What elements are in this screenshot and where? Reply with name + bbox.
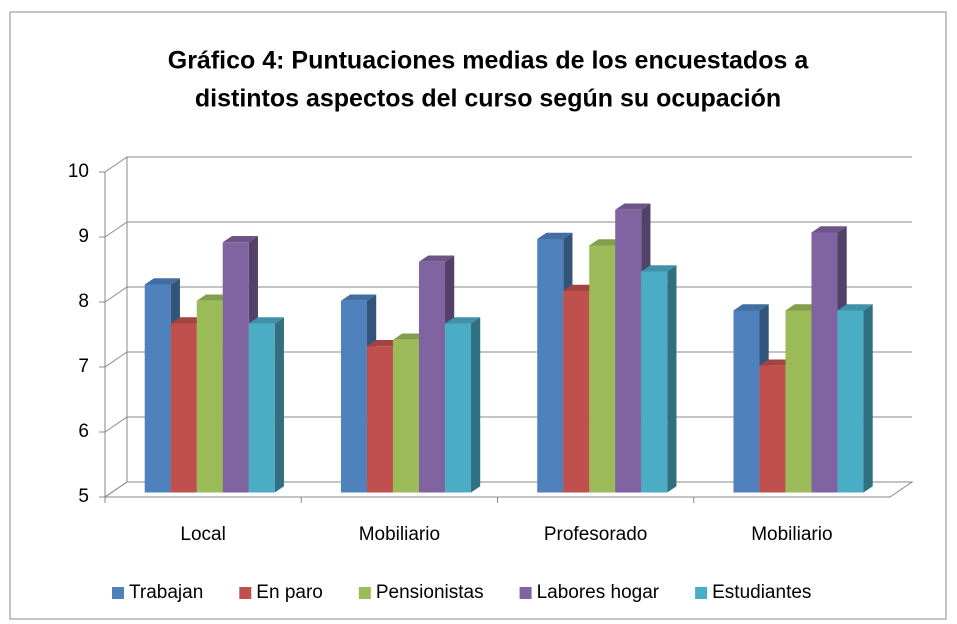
x-tick-label: Mobiliario	[359, 524, 440, 545]
legend-swatch	[358, 587, 371, 599]
legend-swatch	[695, 587, 708, 599]
grid-line	[104, 286, 128, 303]
bar-top	[144, 278, 180, 285]
bar-top	[837, 304, 873, 311]
legend-label: Labores hogar	[537, 582, 660, 603]
bar-top	[733, 304, 769, 311]
bar-top	[222, 235, 258, 243]
bar	[392, 339, 419, 493]
legend-label: Trabajan	[129, 582, 203, 603]
bar	[196, 300, 223, 493]
bar	[170, 323, 197, 493]
bar	[641, 271, 668, 493]
bar-side	[470, 317, 481, 493]
bar	[563, 291, 590, 493]
y-tick-label: 7	[78, 356, 89, 377]
bar	[589, 245, 616, 493]
y-tick-label: 6	[78, 421, 89, 442]
grid-line	[104, 351, 128, 368]
bar-side	[667, 265, 677, 493]
bar-top	[444, 317, 481, 324]
bar	[537, 239, 564, 493]
bar-top	[248, 317, 284, 324]
x-tick-label: Profesorado	[544, 524, 648, 545]
legend-swatch	[239, 587, 252, 599]
bar-side	[863, 304, 873, 493]
bar	[418, 261, 445, 493]
grid-line	[104, 156, 128, 173]
bar-top	[418, 255, 455, 262]
y-tick-label: 9	[78, 226, 89, 247]
bar-top	[537, 232, 573, 239]
y-tick-label: 10	[68, 161, 89, 182]
bar	[144, 284, 171, 493]
chart-title: distintos aspectos del curso según su oc…	[195, 85, 781, 113]
bar	[811, 232, 838, 493]
legend-swatch	[519, 587, 532, 599]
bar	[444, 323, 471, 493]
legend-label: Estudiantes	[712, 582, 811, 603]
bar	[733, 310, 760, 493]
bar-top	[615, 203, 651, 210]
bar	[615, 209, 642, 493]
grid-line	[104, 416, 128, 433]
bar	[340, 300, 367, 493]
bar-top	[811, 226, 847, 233]
bar-top	[641, 265, 677, 272]
bar	[759, 365, 786, 493]
y-tick-label: 8	[78, 291, 89, 312]
grid-line	[104, 221, 128, 238]
bar-top	[340, 294, 377, 301]
legend-label: Pensionistas	[376, 582, 484, 603]
x-tick-label: Local	[180, 524, 225, 545]
bar-side	[274, 317, 284, 493]
bar	[785, 310, 812, 493]
bar	[366, 346, 393, 493]
legend-label: En paro	[256, 582, 323, 603]
bar	[248, 323, 275, 493]
back-wall	[127, 157, 912, 482]
legend-swatch	[112, 587, 124, 599]
y-tick-label: 5	[78, 486, 89, 507]
bar	[222, 242, 249, 493]
bar	[837, 310, 864, 493]
x-tick-label: Mobiliario	[751, 524, 832, 545]
chart-title: Gráfico 4: Puntuaciones medias de los en…	[168, 47, 810, 75]
grid-line	[104, 481, 128, 498]
